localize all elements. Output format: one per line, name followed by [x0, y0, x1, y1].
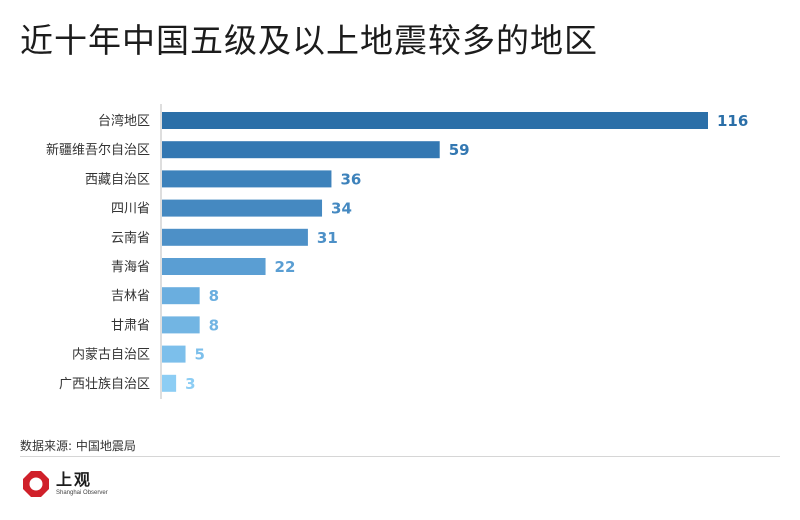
brand-subtitle: Shanghai Observer	[56, 490, 108, 496]
bar-chart: 台湾地区 116 新疆维吾尔自治区 59 西藏自治区 36 四川省 34 云南省 31 青海省 22 吉…	[46, 104, 748, 399]
bar-1	[162, 141, 440, 159]
brand-name: 上观	[56, 470, 93, 489]
value-label: 59	[449, 141, 470, 159]
bar-0	[162, 112, 708, 129]
brand-logo[interactable]: 上观 Shanghai Observer	[22, 470, 108, 498]
bar-7	[162, 316, 200, 334]
value-label: 31	[317, 229, 338, 247]
value-label: 36	[340, 170, 361, 188]
value-label: 22	[275, 258, 296, 276]
category-label: 内蒙古自治区	[72, 347, 150, 363]
category-label: 云南省	[111, 230, 150, 246]
value-label: 8	[209, 316, 219, 334]
bar-6	[162, 287, 200, 305]
source-note: 数据来源: 中国地震局	[20, 439, 136, 453]
value-label: 3	[185, 375, 195, 393]
bar-3	[162, 199, 323, 217]
value-label: 116	[717, 112, 748, 130]
bar-4	[162, 228, 308, 246]
category-label: 新疆维吾尔自治区	[46, 142, 150, 158]
chart-title: 近十年中国五级及以上地震较多的地区	[20, 21, 598, 60]
footer-divider	[20, 456, 780, 457]
bar-9	[162, 374, 177, 392]
octagon-ring-logo-icon	[23, 471, 49, 497]
category-label: 四川省	[111, 202, 150, 217]
value-label: 8	[209, 287, 219, 305]
bar-8	[162, 345, 186, 363]
category-label: 青海省	[111, 260, 150, 275]
category-label: 甘肃省	[111, 318, 150, 333]
category-label: 吉林省	[111, 289, 150, 304]
value-label: 34	[331, 200, 352, 218]
category-label: 西藏自治区	[85, 172, 150, 187]
bar-2	[162, 170, 332, 188]
category-label: 台湾地区	[98, 113, 150, 129]
bar-5	[162, 258, 266, 275]
bars-group: 台湾地区 116 新疆维吾尔自治区 59 西藏自治区 36 四川省 34 云南省 31 青海省 22 吉…	[46, 112, 748, 393]
value-label: 5	[195, 346, 205, 364]
category-label: 广西壮族自治区	[59, 376, 150, 392]
